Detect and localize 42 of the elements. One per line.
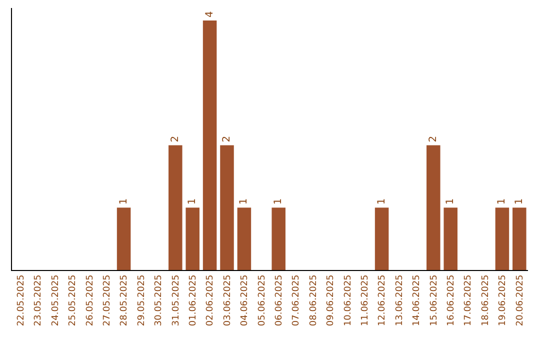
x-tick-label: 20.06.2025 — [515, 274, 526, 326]
x-tick-label: 01.06.2025 — [188, 274, 199, 326]
x-tick-label: 26.05.2025 — [85, 274, 96, 326]
x-tick-label: 22.05.2025 — [16, 274, 27, 326]
x-tick-label: 14.06.2025 — [412, 274, 422, 326]
x-tick-label: 05.06.2025 — [257, 274, 268, 326]
x-tick-label: 19.06.2025 — [498, 274, 508, 326]
x-tick-label: 09.06.2025 — [326, 274, 336, 326]
x-tick-label: 23.05.2025 — [34, 274, 44, 326]
x-tick-label: 16.06.2025 — [446, 274, 457, 326]
x-tick-label: 08.06.2025 — [308, 274, 319, 326]
data-label: 1 — [238, 198, 250, 205]
x-tick-label: 17.06.2025 — [464, 274, 474, 326]
data-label: 1 — [187, 198, 198, 205]
data-label: 1 — [118, 198, 130, 205]
x-tick-label: 04.06.2025 — [240, 274, 250, 326]
x-tick-label: 10.06.2025 — [343, 274, 354, 326]
x-tick-label: 24.05.2025 — [50, 274, 61, 326]
x-tick-label: 29.05.2025 — [136, 274, 147, 326]
x-tick-label: 15.06.2025 — [429, 274, 440, 326]
x-tick-label: 18.06.2025 — [480, 274, 491, 326]
data-label: 2 — [222, 136, 232, 142]
data-label: 1 — [376, 198, 388, 205]
data-label: 2 — [428, 136, 439, 142]
x-tick-label: 06.06.2025 — [274, 274, 285, 326]
x-tick-label: 11.06.2025 — [360, 274, 371, 326]
x-tick-label: 13.06.2025 — [394, 274, 405, 326]
data-label: 1 — [445, 198, 456, 205]
x-tick-label: 02.06.2025 — [206, 274, 216, 326]
x-tick-label: 07.06.2025 — [292, 274, 302, 326]
x-tick-label: 30.05.2025 — [154, 274, 164, 326]
x-tick-label: 12.06.2025 — [378, 274, 388, 326]
x-tick-label: 31.05.2025 — [171, 274, 182, 326]
data-label: 2 — [170, 136, 181, 142]
data-label: 1 — [496, 198, 508, 205]
x-tick-label: 03.06.2025 — [222, 274, 233, 326]
data-label: 4 — [204, 11, 216, 18]
x-tick-label: 28.05.2025 — [120, 274, 130, 326]
x-tick-label: 27.05.2025 — [102, 274, 113, 326]
x-tick-label: 25.05.2025 — [68, 274, 78, 326]
data-label: 1 — [514, 198, 525, 205]
data-label: 1 — [273, 198, 284, 205]
